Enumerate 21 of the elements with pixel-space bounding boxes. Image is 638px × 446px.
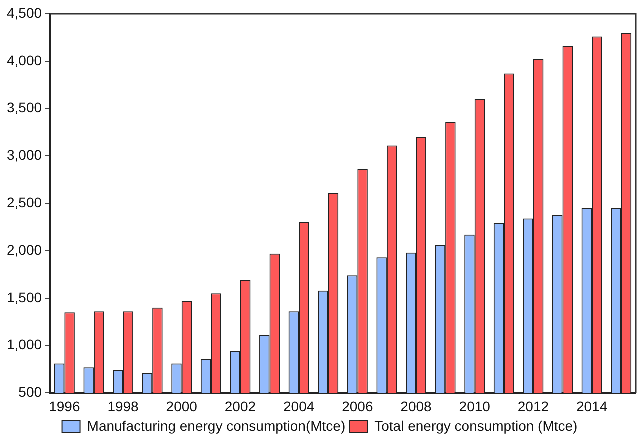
legend-label: Total energy consumption (Mtce)	[374, 418, 578, 434]
x-tick-label: 2004	[283, 398, 315, 414]
y-tick-label: 2,000	[6, 242, 42, 258]
y-tick-label: 2,500	[6, 194, 42, 210]
x-tick-label: 1996	[49, 398, 80, 414]
y-tick-label: 1,500	[6, 289, 42, 306]
y-tick-label: 4,500	[6, 4, 42, 21]
x-tick-label: 2000	[166, 398, 198, 414]
x-tick-label: 2010	[459, 398, 491, 414]
x-tick-label: 2006	[342, 398, 374, 414]
x-tick-label: 1998	[108, 398, 140, 414]
y-tick-label: 1,000	[6, 336, 42, 353]
y-tick-label: 500	[18, 384, 42, 400]
x-tick-label: 2002	[224, 398, 256, 414]
y-tick-label: 4,000	[6, 52, 42, 68]
x-tick-label: 2014	[576, 398, 608, 414]
x-tick-label: 2012	[518, 398, 550, 414]
x-tick-label: 2008	[400, 398, 432, 414]
y-tick-label: 3,500	[6, 100, 42, 116]
y-tick-label: 3,000	[6, 147, 42, 164]
legend-label: Manufacturing energy consumption(Mtce)	[87, 418, 346, 434]
